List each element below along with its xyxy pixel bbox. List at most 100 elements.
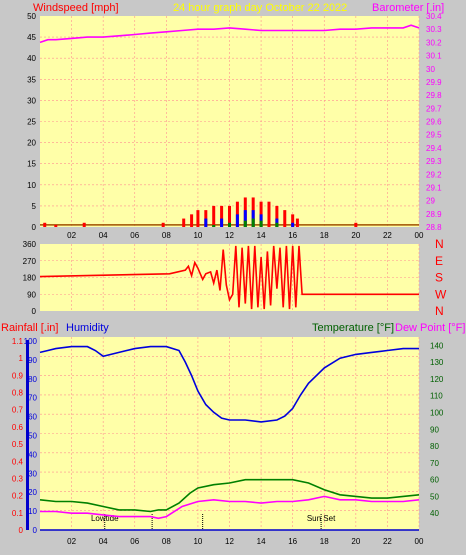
compass-label: S — [435, 271, 443, 285]
temperature-tick-label: 130 — [430, 358, 444, 367]
x-tick-label: 04 — [99, 537, 108, 546]
series-temperature — [39, 478, 420, 513]
wind-bar-gust-bars — [220, 205, 224, 227]
direction-tick-label: 0 — [32, 307, 37, 316]
x-tick-label: 08 — [162, 537, 171, 546]
temperature-tick-label: 70 — [430, 459, 439, 468]
temperature-tick-label: 140 — [430, 341, 444, 350]
x-tick-label: 02 — [67, 231, 76, 240]
windspeed-tick-label: 5 — [32, 202, 37, 211]
rain-tick-label: 0.9 — [12, 371, 24, 380]
humidity-tick-label: 70 — [28, 394, 37, 403]
humidity-ticks: 0 10 20 30 40 50 60 70 80 90 100 — [24, 337, 38, 535]
x-tick-label: 04 — [99, 231, 108, 240]
direction-line — [39, 245, 419, 310]
humidity-tick-label: 60 — [28, 413, 37, 422]
windspeed-tick-label: 10 — [27, 181, 36, 190]
compass-label: W — [435, 287, 447, 301]
wind-bar-gust-bars — [295, 218, 299, 227]
temperature-tick-label: 110 — [430, 392, 443, 401]
rain-tick-label: 0.4 — [12, 457, 24, 466]
wind-bar-gust-bars — [228, 205, 231, 227]
graph-title: 24 hour graph day October 22 2022 — [173, 2, 347, 14]
wind-bar-gust-bars — [275, 205, 279, 227]
rain-tick-label: 0.2 — [12, 492, 24, 501]
x-tick-label: 18 — [320, 231, 329, 240]
wind-bar-gust-bars — [161, 222, 165, 227]
temperature-tick-label: 40 — [430, 509, 439, 518]
windspeed-tick-label: 40 — [27, 54, 36, 63]
x-tick-label: 12 — [225, 231, 234, 240]
humidity-tick-label: 30 — [28, 469, 37, 478]
annotation-label: Sun Set — [307, 514, 336, 523]
barometer-tick-label: 29.5 — [426, 131, 442, 140]
compass-label: E — [435, 254, 443, 268]
humidity-tick-label: 50 — [28, 432, 37, 441]
series-dew-point — [40, 495, 420, 520]
barometer-tick-label: 29.7 — [426, 104, 442, 113]
rain-tick-label: 0.5 — [12, 440, 24, 449]
x-tick-label: 06 — [130, 537, 139, 546]
x-tick-label: 02 — [67, 537, 76, 546]
humidity-grid — [40, 337, 420, 530]
wind-bar-gust-bars — [190, 214, 194, 227]
compass-label: N — [435, 237, 444, 251]
rainfall-axis-label: Rainfall [.in] — [1, 322, 58, 334]
x-tick-label: 00 — [415, 231, 424, 240]
wind-bar-gust-bars — [291, 214, 295, 227]
x-tick-label: 12 — [225, 537, 234, 546]
wind-bar-avg-bars — [220, 218, 224, 227]
humidity-tick-label: 100 — [24, 337, 38, 346]
barometer-tick-label: 29.2 — [426, 170, 442, 179]
windspeed-tick-label: 35 — [27, 75, 36, 84]
wind-bar-low-bars — [259, 220, 263, 227]
direction-tick-label: 270 — [23, 257, 37, 266]
humidity-tick-label: 90 — [28, 356, 37, 365]
rain-tick-label: 0.3 — [12, 474, 24, 483]
wind-bar-gust-bars — [54, 224, 58, 227]
wind-bar-avg-bars — [235, 214, 239, 227]
windspeed-ticks: 0 5 10 15 20 25 30 35 40 45 50 — [27, 12, 36, 232]
wind-bar-gust-bars — [212, 205, 216, 227]
wind-bar-gust-bars — [267, 201, 271, 227]
wind-x-ticks: 02 04 06 08 10 12 14 16 18 20 22 00 — [67, 231, 424, 240]
x-tick-label: 20 — [351, 537, 360, 546]
wind-bar-gust-bars — [283, 210, 287, 227]
windspeed-tick-label: 0 — [32, 223, 37, 232]
wind-bar-gust-bars — [196, 210, 200, 227]
x-tick-label: 14 — [257, 537, 266, 546]
x-tick-label: 18 — [320, 537, 329, 546]
annotation-label: Lowtide — [91, 514, 119, 523]
wind-bar-low-bars — [212, 224, 216, 227]
windspeed-tick-label: 25 — [27, 118, 36, 127]
rain-tick-label: 1 — [19, 354, 24, 363]
wind-bar-avg-bars — [243, 210, 247, 227]
humidity-tick-label: 80 — [28, 375, 37, 384]
barometer-tick-label: 29.4 — [426, 144, 442, 153]
humidity-temperature-series — [39, 345, 420, 531]
rain-tick-label: 0 — [19, 526, 24, 535]
temperature-tick-label: 120 — [430, 375, 444, 384]
barometer-tick-label: 29.6 — [426, 118, 442, 127]
temperature-tick-label: 50 — [430, 492, 439, 501]
x-tick-label: 08 — [162, 231, 171, 240]
wind-bar-gust-bars — [354, 222, 358, 227]
rain-tick-label: 1.1 — [12, 337, 24, 346]
barometer-tick-label: 30.2 — [426, 38, 442, 47]
barometer-tick-label: 29 — [426, 197, 435, 206]
barometer-tick-label: 28.9 — [426, 210, 442, 219]
humidity-axis-label: Humidity — [66, 322, 109, 334]
humidity-tick-label: 20 — [28, 488, 37, 497]
humidity-tick-label: 40 — [28, 450, 37, 459]
rain-tick-label: 0.6 — [12, 423, 24, 432]
x-tick-label: 16 — [288, 231, 297, 240]
windspeed-tick-label: 45 — [27, 33, 36, 42]
x-tick-label: 06 — [130, 231, 139, 240]
x-tick-label: 22 — [383, 231, 392, 240]
barometer-tick-label: 28.8 — [426, 223, 442, 232]
barometer-tick-label: 29.8 — [426, 91, 442, 100]
wind-bar-low-bars — [243, 220, 247, 227]
barometer-tick-label: 29.9 — [426, 78, 442, 87]
